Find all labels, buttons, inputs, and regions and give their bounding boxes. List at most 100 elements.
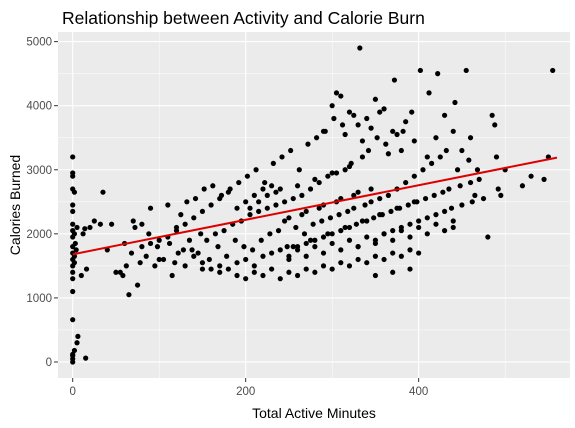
- data-point: [139, 244, 145, 250]
- data-point: [472, 192, 478, 198]
- y-tick-label: 2000: [26, 229, 52, 241]
- data-point: [273, 202, 279, 208]
- data-point: [550, 67, 556, 74]
- data-point: [394, 131, 400, 138]
- data-point: [70, 202, 76, 208]
- y-tick-label: 1000: [26, 293, 52, 305]
- data-point: [493, 154, 500, 160]
- data-point: [346, 163, 353, 170]
- data-point: [313, 135, 320, 141]
- data-point: [75, 333, 81, 339]
- data-point: [459, 202, 465, 208]
- data-point: [426, 90, 432, 96]
- data-point: [173, 228, 180, 234]
- data-point: [433, 135, 439, 141]
- data-point: [411, 138, 417, 144]
- data-point: [424, 154, 430, 160]
- data-point: [485, 234, 491, 240]
- data-point: [286, 256, 292, 263]
- data-point: [269, 266, 275, 272]
- data-point: [172, 260, 178, 266]
- y-tick-label: 5000: [26, 37, 52, 49]
- data-point: [78, 272, 84, 279]
- data-point: [338, 247, 344, 253]
- data-point: [195, 250, 201, 256]
- data-point: [217, 269, 223, 275]
- data-point: [258, 237, 264, 243]
- data-point: [198, 231, 204, 237]
- data-point: [294, 183, 301, 189]
- data-point: [316, 205, 322, 211]
- data-point: [182, 263, 188, 269]
- data-point: [305, 141, 311, 147]
- data-point: [178, 212, 184, 218]
- data-point: [312, 176, 318, 182]
- data-point: [452, 99, 458, 106]
- data-point: [320, 234, 327, 240]
- data-point: [411, 199, 417, 205]
- data-point: [407, 247, 413, 253]
- data-point: [364, 234, 370, 240]
- data-point: [83, 355, 89, 361]
- data-point: [416, 250, 422, 256]
- data-point: [441, 208, 448, 215]
- data-point: [137, 260, 143, 266]
- data-point: [390, 250, 396, 256]
- data-point: [303, 208, 309, 215]
- data-point: [70, 276, 76, 282]
- data-point: [353, 221, 359, 227]
- data-point: [355, 256, 361, 263]
- data-point: [325, 173, 331, 179]
- data-point: [221, 228, 227, 234]
- data-point: [480, 195, 487, 202]
- data-point: [368, 125, 374, 131]
- data-point: [262, 179, 268, 186]
- data-point: [417, 67, 423, 74]
- data-point: [339, 122, 346, 128]
- data-point: [301, 231, 308, 237]
- data-point: [217, 195, 223, 202]
- data-point: [331, 115, 337, 122]
- data-point: [180, 247, 187, 253]
- data-point: [299, 212, 305, 218]
- data-point: [466, 157, 472, 163]
- data-point: [156, 256, 162, 263]
- x-axis-title: Total Active Minutes: [252, 405, 376, 421]
- data-point: [253, 167, 259, 173]
- data-point: [457, 183, 463, 189]
- data-point: [87, 224, 93, 231]
- data-point: [390, 228, 396, 234]
- data-point: [346, 109, 353, 115]
- data-point: [338, 260, 344, 266]
- data-point: [351, 112, 357, 118]
- data-point: [385, 192, 391, 198]
- data-point: [377, 212, 383, 218]
- data-point: [372, 272, 379, 279]
- data-point: [139, 221, 145, 227]
- data-point: [424, 231, 430, 237]
- data-point: [225, 189, 231, 195]
- data-point: [307, 186, 314, 192]
- data-point: [474, 167, 481, 173]
- data-point: [269, 183, 275, 189]
- data-point: [381, 106, 387, 112]
- data-point: [420, 167, 426, 173]
- data-point: [286, 215, 292, 221]
- x-tick-label: 200: [236, 386, 255, 398]
- data-point: [154, 244, 161, 250]
- data-point: [260, 272, 266, 279]
- data-point: [346, 224, 353, 231]
- data-point: [476, 176, 482, 182]
- data-point: [70, 154, 76, 160]
- data-point: [160, 256, 167, 263]
- data-point: [407, 266, 413, 272]
- data-point: [364, 218, 370, 224]
- data-point: [362, 202, 368, 208]
- data-point: [320, 128, 327, 134]
- data-point: [256, 208, 262, 215]
- data-point: [383, 141, 389, 147]
- data-point: [260, 253, 266, 259]
- data-point: [100, 189, 106, 195]
- data-point: [345, 208, 351, 215]
